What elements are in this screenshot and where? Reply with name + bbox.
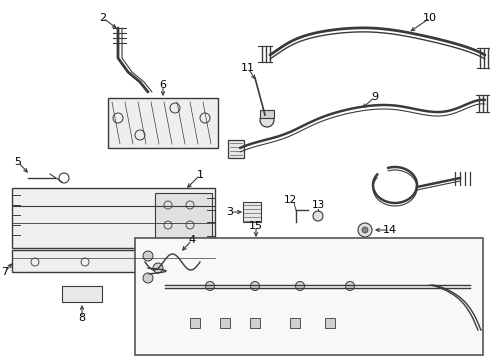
Circle shape [295,282,304,291]
Text: 6: 6 [160,80,167,90]
Polygon shape [135,238,483,355]
Circle shape [153,263,163,273]
Text: 9: 9 [371,92,379,102]
Polygon shape [12,188,215,248]
Text: 14: 14 [383,225,397,235]
Circle shape [313,211,323,221]
Text: 1: 1 [196,170,203,180]
Circle shape [250,282,260,291]
Circle shape [362,227,368,233]
Text: 5: 5 [15,157,22,167]
Circle shape [143,251,153,261]
Text: 13: 13 [311,200,324,210]
Text: 7: 7 [1,267,8,277]
Text: 3: 3 [226,207,234,217]
Polygon shape [243,202,261,222]
Circle shape [143,273,153,283]
Text: 4: 4 [189,235,196,245]
Polygon shape [325,318,335,328]
Text: 12: 12 [283,195,296,205]
Circle shape [358,223,372,237]
Text: 15: 15 [249,221,263,231]
Polygon shape [62,286,102,302]
Polygon shape [12,250,215,272]
Text: 11: 11 [241,63,255,73]
Circle shape [260,113,274,127]
Polygon shape [260,110,274,118]
Polygon shape [108,98,218,148]
Polygon shape [172,252,185,280]
Text: 2: 2 [99,13,106,23]
Circle shape [345,282,354,291]
Polygon shape [220,318,230,328]
Circle shape [205,282,215,291]
Polygon shape [250,318,260,328]
Polygon shape [290,318,300,328]
Polygon shape [228,140,244,158]
Polygon shape [190,318,200,328]
Text: 8: 8 [78,313,86,323]
Polygon shape [155,193,212,238]
Text: 10: 10 [423,13,437,23]
